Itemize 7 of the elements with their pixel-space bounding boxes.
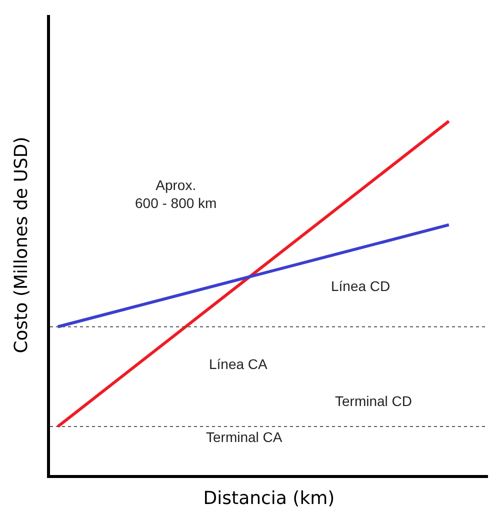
y-axis-title: Costo (Millones de USD) (11, 136, 32, 354)
annotation: Terminal CD (335, 393, 412, 409)
annotation: Línea CA (209, 356, 268, 372)
annotation: Aprox. 600 - 800 km (135, 177, 217, 212)
annotation: Terminal CA (206, 429, 283, 445)
x-axis-title: Distancia (km) (203, 488, 335, 510)
annotation: Línea CD (331, 278, 390, 294)
